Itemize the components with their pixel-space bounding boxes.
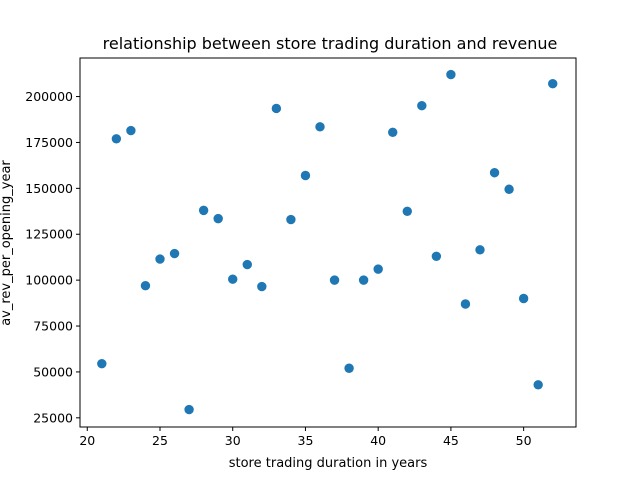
data-point [548, 79, 558, 89]
y-tick-label: 175000 [25, 135, 73, 150]
data-point [431, 251, 442, 261]
data-point [111, 134, 122, 144]
data-point [213, 213, 223, 224]
data-point [518, 293, 529, 304]
y-axis-label: av_rev_per_opening_year [0, 160, 14, 326]
y-tick-label: 125000 [25, 227, 73, 242]
data-point [169, 248, 180, 259]
data-point [140, 280, 151, 291]
y-tick-label: 25000 [33, 410, 73, 425]
data-point [286, 214, 296, 225]
y-tick-label: 200000 [25, 89, 73, 104]
data-point [489, 168, 500, 178]
y-tick-label: 100000 [25, 273, 73, 288]
data-point [388, 127, 398, 138]
data-point [373, 264, 383, 274]
x-axis: 20 25 30 35 40 45 50 [79, 427, 532, 448]
x-axis-label: store trading duration in years [229, 456, 428, 471]
data-point [271, 103, 282, 114]
data-point [417, 101, 427, 111]
data-point [402, 206, 412, 216]
data-point [300, 170, 311, 181]
y-tick-label: 150000 [25, 181, 73, 196]
x-tick-label: 50 [516, 433, 532, 448]
data-point [533, 380, 543, 390]
data-points [97, 69, 558, 415]
plot-frame [79, 57, 577, 428]
data-point [242, 259, 252, 270]
data-point [257, 281, 267, 292]
x-tick-label: 35 [298, 433, 314, 448]
data-point [315, 122, 325, 132]
data-point [184, 404, 194, 415]
x-tick-label: 30 [225, 433, 241, 448]
data-point [475, 245, 485, 255]
data-point [329, 275, 340, 285]
x-tick-label: 40 [370, 433, 386, 448]
y-tick-label: 75000 [33, 319, 73, 334]
data-point [97, 358, 107, 369]
data-point [460, 299, 471, 309]
data-point [446, 69, 456, 80]
x-tick-label: 25 [152, 433, 168, 448]
data-point [344, 363, 354, 373]
data-point [126, 125, 136, 136]
data-point [358, 275, 369, 285]
data-point [228, 274, 238, 284]
data-point [155, 254, 165, 264]
chart-title: relationship between store trading durat… [103, 34, 558, 53]
data-point [198, 205, 209, 216]
x-tick-label: 45 [443, 433, 459, 448]
x-tick-label: 20 [79, 433, 95, 448]
data-point [504, 184, 514, 194]
y-axis: 25000 50000 75000 100000 125000 150000 175000 2… [25, 89, 80, 425]
y-tick-label: 50000 [33, 364, 73, 379]
